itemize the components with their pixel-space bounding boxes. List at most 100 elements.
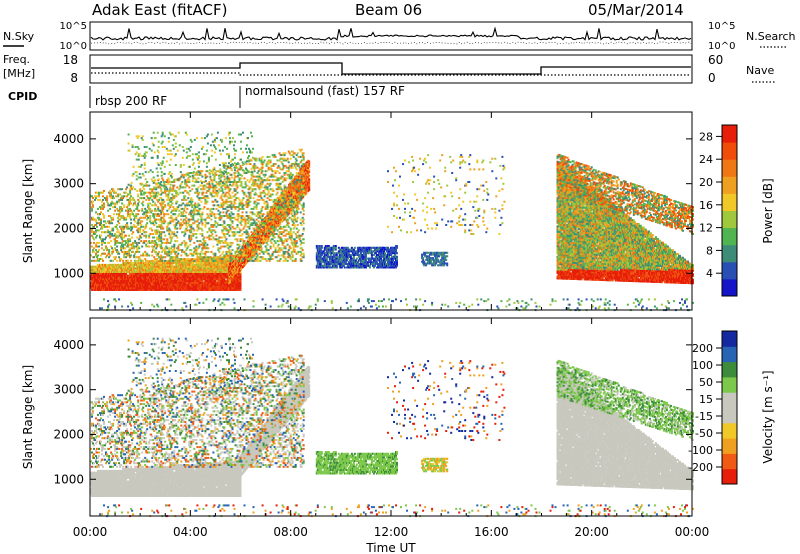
echo-cell xyxy=(113,190,115,192)
echo-cell xyxy=(188,220,190,222)
echo-cell xyxy=(176,240,178,242)
echo-cell xyxy=(173,219,175,221)
echo-cell xyxy=(122,260,124,262)
echo-cell xyxy=(198,210,200,212)
echo-cell xyxy=(200,197,202,199)
echo-cell xyxy=(172,275,174,277)
echo-cell xyxy=(195,233,197,235)
echo-cell xyxy=(183,210,185,212)
echo-cell xyxy=(150,228,152,230)
echo-cell xyxy=(174,226,176,228)
echo-cell xyxy=(179,185,181,187)
echo-cell xyxy=(145,213,147,215)
echo-cell xyxy=(186,185,188,187)
echo-cell xyxy=(155,219,157,221)
echo-cell xyxy=(117,237,119,239)
echo-cell xyxy=(97,264,99,266)
echo-cell xyxy=(117,251,119,253)
echo-cell xyxy=(169,242,171,244)
echo-cell xyxy=(153,249,155,251)
echo-cell xyxy=(122,229,124,231)
echo-cell xyxy=(158,240,160,242)
echo-cell xyxy=(190,231,192,233)
echo-cell xyxy=(149,203,151,205)
echo-cell xyxy=(161,206,163,208)
echo-cell xyxy=(148,199,150,201)
echo-cell xyxy=(169,206,171,208)
echo-cell xyxy=(130,219,132,221)
echo-cell xyxy=(141,210,143,212)
echo-cell xyxy=(195,237,197,239)
echo-cell xyxy=(139,235,141,237)
echo-cell xyxy=(137,199,139,201)
echo-cell xyxy=(190,228,192,230)
echo-cell xyxy=(146,255,148,257)
echo-cell xyxy=(137,195,139,197)
echo-cell xyxy=(167,199,169,201)
echo-cell xyxy=(133,224,135,226)
echo-cell xyxy=(130,226,132,228)
echo-cell xyxy=(155,194,157,196)
echo-cell xyxy=(133,215,135,217)
echo-cell xyxy=(118,256,120,258)
echo-cell xyxy=(156,195,158,197)
echo-cell xyxy=(95,253,97,255)
echo-cell xyxy=(173,258,175,260)
echo-cell xyxy=(161,258,163,260)
echo-cell xyxy=(157,206,159,208)
freq-panel: Freq. [MHz] 18 8 60 0 Nave xyxy=(3,53,775,85)
echo-cell xyxy=(200,219,202,221)
echo-cell xyxy=(134,240,136,242)
echo-cell xyxy=(190,197,192,199)
echo-cell xyxy=(139,231,141,233)
echo-cell xyxy=(91,203,93,205)
echo-cell xyxy=(198,204,200,206)
echo-cell xyxy=(144,217,146,219)
echo-cell xyxy=(165,242,167,244)
echo-cell xyxy=(110,246,112,248)
echo-cell xyxy=(183,222,185,224)
echo-cell xyxy=(181,249,183,251)
echo-cell xyxy=(98,285,100,287)
echo-cell xyxy=(166,179,168,181)
echo-cell xyxy=(194,206,196,208)
echo-cell xyxy=(125,219,127,221)
echo-cell xyxy=(240,280,242,282)
echo-cell xyxy=(142,260,144,262)
echo-cell xyxy=(185,220,187,222)
echo-cell xyxy=(129,208,131,210)
echo-cell xyxy=(133,219,135,221)
echo-cell xyxy=(196,195,198,197)
echo-cell xyxy=(104,220,106,222)
echo-cell xyxy=(149,215,151,217)
echo-cell xyxy=(111,253,113,255)
echo-cell xyxy=(128,204,130,206)
echo-cell xyxy=(146,219,148,221)
echo-cell xyxy=(156,233,158,235)
echo-cell xyxy=(176,255,178,257)
echo-cell xyxy=(133,269,135,271)
echo-cell xyxy=(208,284,210,286)
echo-cell xyxy=(161,204,163,206)
echo-cell xyxy=(101,206,103,208)
echo-cell xyxy=(186,204,188,206)
echo-cell xyxy=(132,186,134,188)
echo-cell xyxy=(172,188,174,190)
echo-cell xyxy=(171,278,173,280)
echo-cell xyxy=(161,226,163,228)
echo-cell xyxy=(198,278,200,280)
echo-cell xyxy=(192,262,194,264)
echo-cell xyxy=(110,195,112,197)
echo-cell xyxy=(196,275,198,277)
echo-cell xyxy=(133,246,135,248)
echo-cell xyxy=(98,194,100,196)
echo-cell xyxy=(153,260,155,262)
echo-cell xyxy=(127,208,129,210)
echo-cell xyxy=(176,186,178,188)
echo-cell xyxy=(114,210,116,212)
echo-cell xyxy=(170,215,172,217)
echo-cell xyxy=(200,217,202,219)
echo-cell xyxy=(163,242,165,244)
echo-cell xyxy=(190,238,192,240)
echo-cell xyxy=(130,260,132,262)
